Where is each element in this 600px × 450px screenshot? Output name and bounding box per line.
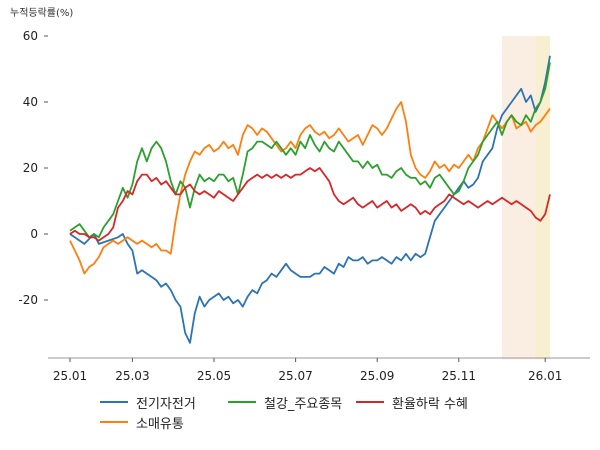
series-line-2 [69, 167, 551, 242]
x-tick-label: 25.11 [442, 369, 476, 383]
y-tick-label: 0 [30, 227, 38, 241]
y-tick-label: 60 [23, 29, 38, 43]
highlight-band [535, 36, 550, 360]
series-layer [69, 55, 551, 344]
legend-label-fx: 환율하락 수혜 [392, 396, 468, 412]
y-tick-label: -20 [18, 293, 38, 307]
legend: 전기자전거 철강_주요종목 환율하락 수혜 소매유통 [100, 392, 560, 432]
x-tick-label: 25.05 [197, 369, 231, 383]
legend-row-2: 소매유통 [100, 412, 560, 432]
legend-label-retail: 소매유통 [136, 416, 184, 432]
series-line-0 [69, 55, 551, 344]
legend-item-retail: 소매유통 [100, 413, 228, 432]
legend-label-ebike: 전기자전거 [136, 396, 196, 412]
x-tick-label: 25.07 [278, 369, 312, 383]
legend-swatch-fx [356, 401, 384, 403]
axes: 60 40 20 0 -20 25.01 25.03 25.05 25.07 25.09 25.11… [18, 29, 590, 383]
y-unit-label: 누적등락률(%) [10, 7, 73, 19]
series-line-3 [69, 101, 551, 275]
x-tick-label: 25.01 [53, 369, 87, 383]
legend-row-1: 전기자전거 철강_주요종목 환율하락 수혜 [100, 392, 560, 412]
legend-swatch-retail [100, 421, 128, 423]
x-tick-label: 25.03 [115, 369, 149, 383]
legend-item-ebike: 전기자전거 [100, 393, 228, 412]
legend-item-fx: 환율하락 수혜 [356, 393, 511, 412]
x-tick-label: 25.09 [360, 369, 394, 383]
legend-swatch-ebike [100, 401, 128, 403]
legend-swatch-steel [228, 401, 256, 403]
y-tick-label: 20 [23, 161, 38, 175]
x-tick-label: 26.01 [528, 369, 562, 383]
series-line-1 [69, 62, 551, 239]
legend-item-steel: 철강_주요종목 [228, 393, 356, 412]
legend-label-steel: 철강_주요종목 [264, 396, 343, 412]
y-tick-label: 40 [23, 95, 38, 109]
highlight-bands [502, 36, 550, 360]
